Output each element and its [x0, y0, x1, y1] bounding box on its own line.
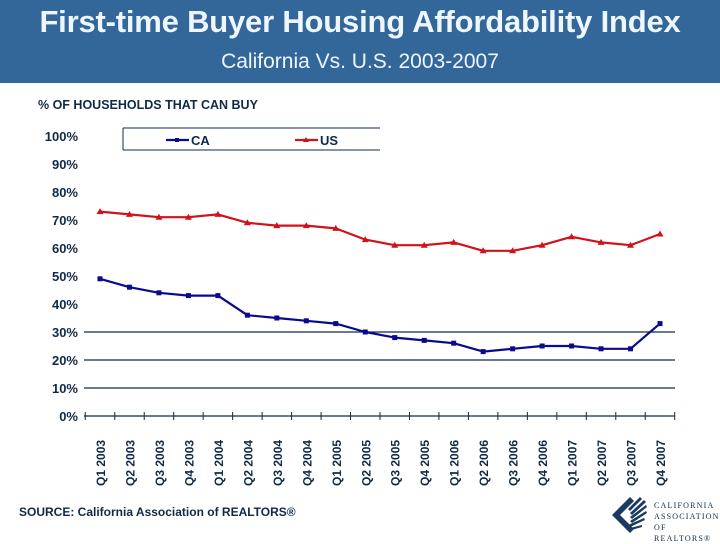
line-chart: 0% 10% 20% 30% 40% 50% 60% 70% 80% 90% 100% Q1 2003…: [45, 127, 676, 486]
data-point-us: [509, 247, 517, 254]
series-line-us: [99, 210, 661, 252]
data-point-us: [597, 238, 605, 245]
data-point-us: [125, 210, 133, 217]
data-point-us: [96, 208, 104, 215]
logo-line-2: ASSOCIATION: [654, 512, 720, 521]
data-point-ca: [185, 293, 191, 299]
logo-line-1: CALIFORNIA: [654, 501, 715, 510]
data-point-ca: [333, 321, 339, 327]
source-note: SOURCE: California Association of REALTO…: [19, 505, 296, 519]
x-tick-label: Q4 2007: [654, 440, 668, 486]
data-point-ca: [274, 315, 280, 321]
legend-marker: [303, 137, 309, 142]
y-tick-label: 60%: [52, 241, 78, 256]
data-point-us: [568, 233, 576, 240]
data-point-ca: [598, 346, 604, 352]
x-tick-label: Q3 2004: [271, 440, 285, 486]
header-banner: First-time Buyer Housing Affordability I…: [0, 0, 720, 83]
data-point-ca: [215, 293, 221, 299]
data-point-ca: [156, 290, 162, 296]
x-tick-label: Q2 2005: [359, 440, 373, 486]
data-point-us: [302, 222, 310, 229]
data-point-ca: [628, 346, 634, 352]
data-point-ca: [569, 343, 575, 349]
data-point-ca: [480, 349, 486, 355]
x-tick-label: Q3 2007: [625, 440, 639, 486]
data-point-ca: [657, 321, 663, 327]
data-point-us: [656, 230, 664, 237]
x-tick-label: Q3 2006: [507, 440, 521, 486]
data-point-us: [184, 213, 192, 220]
y-tick-label: 30%: [52, 325, 78, 340]
data-point-us: [361, 236, 369, 243]
logo-text: CALIFORNIA ASSOCIATION OF REALTORS®: [654, 500, 720, 544]
data-point-us: [538, 241, 546, 248]
x-tick-label: Q2 2003: [123, 440, 137, 486]
data-point-ca: [392, 335, 398, 341]
data-point-us: [627, 241, 635, 248]
x-tick-label: Q1 2003: [94, 440, 108, 486]
x-tick-label: Q2 2006: [477, 440, 491, 486]
data-point-us: [332, 224, 340, 231]
data-point-us: [214, 210, 222, 217]
y-tick-label: 0%: [59, 409, 78, 424]
data-point-us: [479, 247, 487, 254]
x-tick-label: Q1 2005: [330, 440, 344, 486]
y-axis-title: % OF HOUSEHOLDS THAT CAN BUY: [38, 98, 258, 112]
y-tick-label: 100%: [45, 129, 79, 144]
data-point-us: [243, 219, 251, 226]
data-point-us: [273, 222, 281, 229]
car-logo-icon: [612, 497, 647, 533]
legend-marker: [175, 138, 179, 142]
data-point-ca: [362, 329, 368, 335]
x-tick-label: Q1 2004: [212, 440, 226, 486]
data-point-ca: [303, 318, 309, 324]
y-tick-label: 40%: [52, 297, 78, 312]
y-tick-label: 80%: [52, 185, 78, 200]
data-point-ca: [421, 337, 427, 343]
data-point-ca: [451, 340, 457, 346]
data-point-ca: [97, 276, 103, 282]
x-tick-label: Q3 2005: [389, 440, 403, 486]
x-tick-label: Q1 2007: [566, 440, 580, 486]
y-tick-label: 90%: [52, 157, 78, 172]
legend-label-ca: CA: [191, 133, 210, 148]
data-point-us: [420, 241, 428, 248]
y-tick-label: 20%: [52, 353, 78, 368]
chart-subtitle: California Vs. U.S. 2003-2007: [221, 50, 499, 73]
x-tick-label: Q4 2004: [300, 440, 314, 486]
series-line-ca: [99, 277, 661, 353]
x-tick-label: Q4 2003: [182, 440, 196, 486]
chart-title: First-time Buyer Housing Affordability I…: [39, 4, 681, 39]
data-point-ca: [244, 312, 250, 318]
data-point-us: [155, 213, 163, 220]
x-tick-label: Q4 2005: [418, 440, 432, 486]
y-tick-label: 10%: [52, 381, 78, 396]
data-point-us: [391, 241, 399, 248]
x-tick-label: Q2 2004: [241, 440, 255, 486]
data-point-us: [450, 238, 458, 245]
legend-label-us: US: [320, 133, 338, 148]
data-point-ca: [539, 343, 545, 349]
y-tick-label: 50%: [52, 269, 78, 284]
x-tick-label: Q4 2006: [536, 440, 550, 486]
y-tick-label: 70%: [52, 213, 78, 228]
x-tick-label: Q2 2007: [595, 440, 609, 486]
data-point-ca: [126, 284, 132, 290]
logo-line-3: OF REALTORS®: [654, 523, 712, 543]
x-tick-label: Q3 2003: [153, 440, 167, 486]
x-tick-label: Q1 2006: [448, 440, 462, 486]
data-point-ca: [510, 346, 516, 352]
